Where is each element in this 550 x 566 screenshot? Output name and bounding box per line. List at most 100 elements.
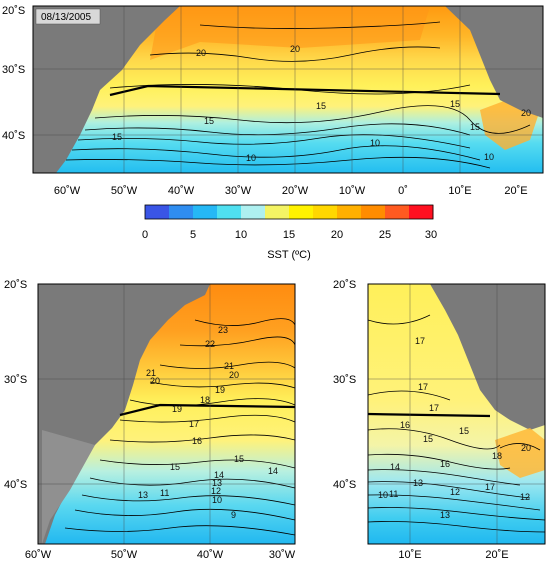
map-left-shelf [42,430,95,544]
map-right-x-axis: 10˚E 20˚E [398,549,508,561]
y-tick: 40˚S [2,130,25,142]
x-tick: 20˚E [504,185,527,197]
contour-label: 15 [234,454,244,464]
y-tick: 40˚S [333,479,356,491]
colorbar-ticks: 0 5 10 15 20 25 30 [142,229,437,241]
contour-label: 22 [205,339,215,349]
contour-label: 23 [218,325,228,335]
colorbar-swatch [193,205,218,219]
x-tick: 30˚W [225,185,252,197]
map-left: 23 22 21 21 20 20 19 19 18 17 16 15 15 1… [4,279,296,561]
map-top-contour-labels: 20 20 15 15 15 15 10 10 10 20 15 [112,44,531,163]
map-right-africa [430,284,545,430]
colorbar-swatch [289,205,314,219]
contour-label: 21 [224,361,234,371]
contour-label: 17 [429,403,439,413]
colorbar-swatch [145,205,170,219]
y-tick: 20˚S [4,279,27,291]
contour-label: 19 [215,385,225,395]
map-right-y-axis: 20˚S 30˚S 40˚S [333,279,356,491]
colorbar-tick: 20 [331,229,343,241]
contour-label: 13 [413,478,423,488]
map-top: 08/13/2005 20 20 15 15 15 15 10 10 10 20… [2,5,544,197]
y-tick: 20˚S [2,5,25,17]
contour-label: 19 [172,404,182,414]
contour-label: 21 [146,368,156,378]
map-right-section-line [367,412,491,418]
contour-label: 20 [196,48,206,58]
colorbar-swatch [313,205,338,219]
map-right-agulhas-region [495,428,545,478]
map-top-y-axis: 20˚S 30˚S 40˚S [2,5,25,142]
contour-label: 14 [268,466,278,476]
contour-label: 15 [459,426,469,436]
x-tick: 30˚W [269,549,296,561]
colorbar-swatches [145,205,434,219]
map-left-section-line [119,403,296,417]
contour-label: 16 [440,459,450,469]
contour-label: 17 [189,419,199,429]
contour-label: 11 [389,489,398,499]
colorbar-swatch [169,205,194,219]
contour-label: 15 [112,132,122,142]
colorbar-tick: 15 [283,229,295,241]
y-tick: 30˚S [4,374,27,386]
colorbar-tick: 10 [235,229,247,241]
contour-label: 14 [214,470,224,480]
map-left-frame [37,283,296,545]
contour-label: 14 [390,462,400,472]
colorbar-swatch [385,205,410,219]
y-tick: 30˚S [333,374,356,386]
x-tick: 60˚W [54,185,81,197]
map-top-contours [65,21,531,169]
map-right-frame [367,283,546,545]
map-left-south-america [38,284,210,544]
contour-label: 20 [229,370,239,380]
colorbar-swatch [409,205,434,219]
map-right-contour-labels: 17 17 17 16 16 15 15 14 13 12 11 10 20 1… [378,336,531,520]
y-tick: 20˚S [333,279,356,291]
contour-label: 13 [212,478,222,488]
x-tick: 10˚E [448,185,471,197]
map-left-contours [64,318,296,536]
contour-label: 10 [378,490,388,500]
y-tick: 40˚S [4,479,27,491]
x-tick: 20˚E [485,549,508,561]
colorbar: 0 5 10 15 20 25 30 SST (ºC) [142,204,437,261]
map-top-grid [33,6,543,173]
contour-label: 16 [400,420,410,430]
map-top-frame [32,5,544,174]
contour-label: 12 [520,492,530,502]
map-left-grid [38,284,295,544]
contour-label: 17 [415,336,425,346]
contour-label: 15 [204,116,214,126]
x-tick: 50˚W [111,185,138,197]
contour-label: 12 [450,487,460,497]
map-top-africa [445,6,543,118]
contour-label: 11 [160,488,169,498]
date-label: 08/13/2005 [41,12,91,23]
contour-label: 10 [212,495,222,505]
colorbar-tick: 30 [425,229,437,241]
contour-label: 20 [521,108,531,118]
x-tick: 40˚W [197,549,224,561]
contour-label: 13 [138,490,148,500]
contour-label: 10 [246,153,256,163]
contour-label: 16 [192,436,202,446]
contour-label: 10 [370,138,380,148]
map-left-x-axis: 60˚W 50˚W 40˚W 30˚W [25,549,296,561]
x-tick: 60˚W [25,549,52,561]
colorbar-swatch [241,205,266,219]
colorbar-tick: 0 [142,229,148,241]
map-right-contours [367,314,546,533]
colorbar-tick: 25 [379,229,391,241]
contour-label: 12 [211,486,221,496]
map-left-y-axis: 20˚S 30˚S 40˚S [4,279,27,491]
contour-label: 18 [200,395,210,405]
contour-label: 15 [450,99,460,109]
contour-label: 18 [492,451,502,461]
contour-label: 17 [418,382,428,392]
map-top-warm-region [150,6,430,60]
contour-label: 20 [290,44,300,54]
